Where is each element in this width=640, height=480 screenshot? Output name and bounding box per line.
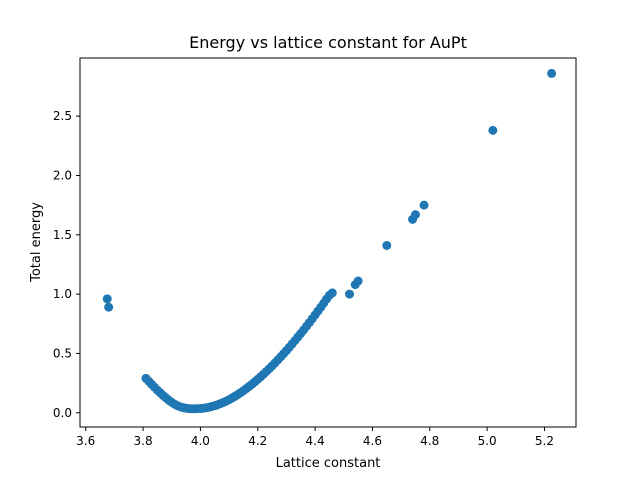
plot-frame: [79, 57, 577, 428]
ticks-layer: 3.6 3.8 4.0 4.2 4.4 4.6 4.8 5.0 5.2 0.0 0.5 1.0 1.5 2…: [53, 109, 554, 448]
x-tick-label: 4.8: [420, 434, 439, 448]
y-axis-label: Total energy: [29, 202, 44, 283]
x-tick-label: 3.8: [134, 434, 153, 448]
y-tick-label: 2.5: [53, 109, 72, 123]
y-tick-label: 2.0: [53, 168, 72, 182]
data-point: [102, 294, 112, 304]
x-tick-label: 4.6: [363, 434, 382, 448]
data-point: [345, 289, 354, 299]
y-tick-label: 1.0: [53, 287, 72, 301]
data-point: [419, 200, 429, 210]
y-tick-label: 0.0: [53, 406, 72, 420]
data-point: [547, 68, 557, 78]
data-point: [353, 276, 363, 286]
x-tick-label: 5.2: [535, 434, 554, 448]
data-point: [104, 302, 114, 312]
data-point: [327, 288, 337, 298]
data-point: [410, 210, 420, 220]
x-tick-label: 5.0: [478, 434, 497, 448]
x-tick-label: 4.2: [248, 434, 267, 448]
y-tick-label: 1.5: [53, 228, 72, 242]
x-tick-label: 3.6: [76, 434, 95, 448]
points-layer: [102, 68, 557, 414]
x-tick-label: 4.4: [306, 434, 325, 448]
x-tick-label: 4.0: [191, 434, 210, 448]
chart-title: Energy vs lattice constant for AuPt: [189, 33, 467, 52]
y-tick-label: 0.5: [53, 346, 72, 360]
data-point: [488, 125, 498, 135]
data-point: [382, 240, 392, 250]
x-axis-label: Lattice constant: [276, 456, 381, 471]
